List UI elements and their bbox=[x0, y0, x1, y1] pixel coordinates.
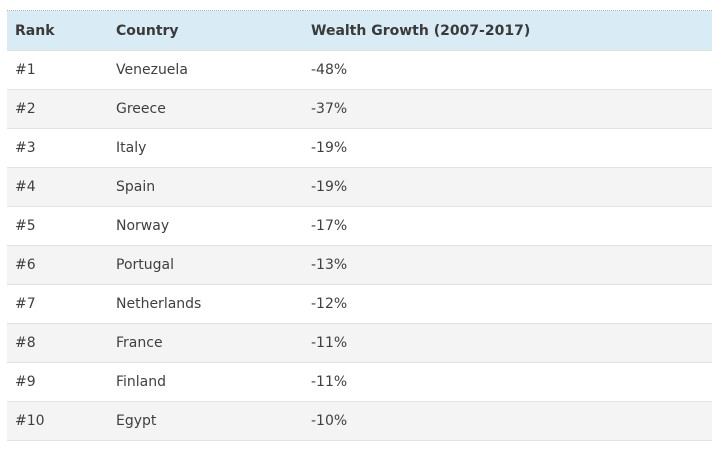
table-header: Rank Country Wealth Growth (2007-2017) bbox=[7, 10, 712, 51]
column-header-country[interactable]: Country bbox=[116, 22, 179, 39]
header-row: Rank Country Wealth Growth (2007-2017) bbox=[7, 10, 712, 51]
country-cell: Venezuela bbox=[116, 62, 188, 78]
country-cell: Netherlands bbox=[116, 296, 202, 312]
table-row: #5 Norway -17% bbox=[7, 206, 712, 246]
table-row: #6 Portugal -13% bbox=[7, 245, 712, 285]
wealth-growth-cell: -19% bbox=[311, 179, 348, 195]
wealth-growth-cell: -11% bbox=[311, 374, 348, 390]
wealth-growth-cell: -10% bbox=[311, 413, 348, 429]
country-cell: France bbox=[116, 335, 163, 351]
rank-cell: #2 bbox=[15, 101, 36, 117]
wealth-growth-cell: -19% bbox=[311, 140, 348, 156]
country-cell: Norway bbox=[116, 218, 170, 234]
table-row: #10 Egypt -10% bbox=[7, 401, 712, 441]
rank-cell: #9 bbox=[15, 374, 36, 390]
wealth-growth-cell: -37% bbox=[311, 101, 348, 117]
wealth-growth-cell: -17% bbox=[311, 218, 348, 234]
table-row: #9 Finland -11% bbox=[7, 362, 712, 402]
country-cell: Italy bbox=[116, 140, 147, 156]
wealth-growth-cell: -11% bbox=[311, 335, 348, 351]
table-row: #7 Netherlands -12% bbox=[7, 284, 712, 324]
country-cell: Egypt bbox=[116, 413, 157, 429]
wealth-growth-cell: -12% bbox=[311, 296, 348, 312]
rank-cell: #10 bbox=[15, 413, 45, 429]
rank-cell: #1 bbox=[15, 62, 36, 78]
wealth-growth-table: Rank Country Wealth Growth (2007-2017) #… bbox=[7, 10, 712, 441]
rank-cell: #3 bbox=[15, 140, 36, 156]
rank-cell: #4 bbox=[15, 179, 36, 195]
wealth-growth-cell: -48% bbox=[311, 62, 348, 78]
table-body: #1 Venezuela -48% #2 Greece -37% #3 Ital… bbox=[7, 50, 712, 441]
wealth-growth-table-container: Rank Country Wealth Growth (2007-2017) #… bbox=[7, 10, 712, 441]
table-row: #8 France -11% bbox=[7, 323, 712, 363]
table-row: #2 Greece -37% bbox=[7, 89, 712, 129]
country-cell: Finland bbox=[116, 374, 167, 390]
country-cell: Portugal bbox=[116, 257, 174, 273]
rank-cell: #6 bbox=[15, 257, 36, 273]
rank-cell: #8 bbox=[15, 335, 36, 351]
column-header-rank[interactable]: Rank bbox=[15, 22, 55, 39]
table-row: #1 Venezuela -48% bbox=[7, 50, 712, 90]
country-cell: Greece bbox=[116, 101, 166, 117]
wealth-growth-cell: -13% bbox=[311, 257, 348, 273]
table-row: #4 Spain -19% bbox=[7, 167, 712, 207]
column-header-wealth-growth[interactable]: Wealth Growth (2007-2017) bbox=[311, 22, 531, 39]
table-row: #3 Italy -19% bbox=[7, 128, 712, 168]
rank-cell: #5 bbox=[15, 218, 36, 234]
country-cell: Spain bbox=[116, 179, 156, 195]
rank-cell: #7 bbox=[15, 296, 36, 312]
